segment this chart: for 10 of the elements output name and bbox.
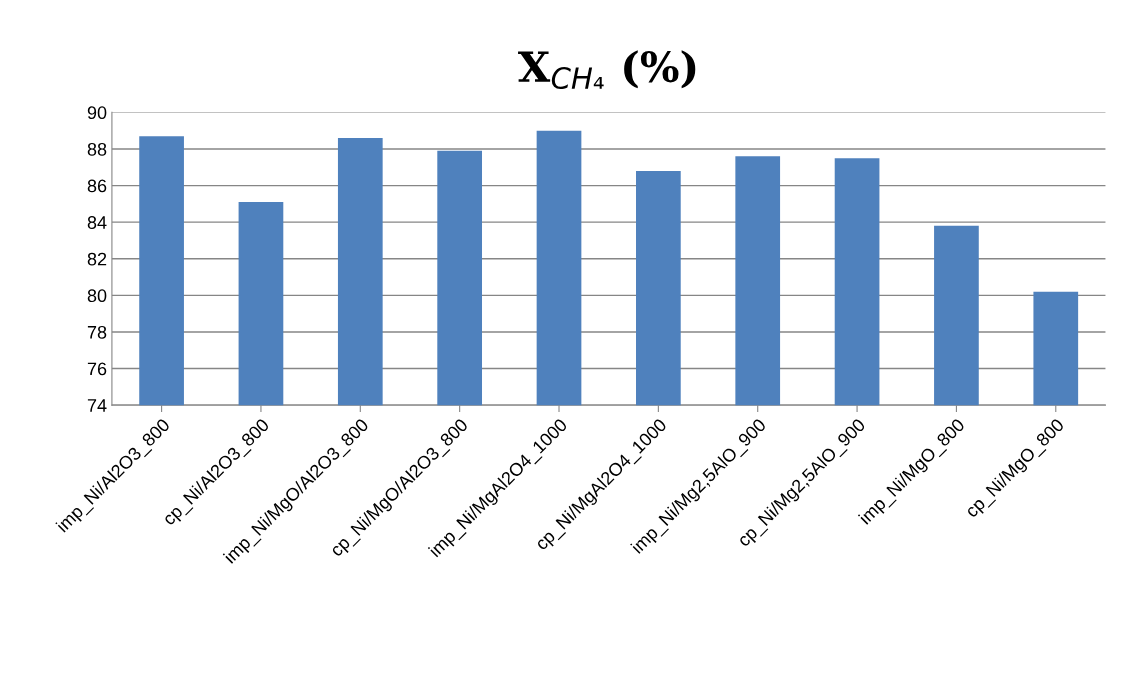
y-tick-label: 80: [87, 289, 107, 303]
chart-title: X$_{CH₄}$ (%): [518, 50, 696, 90]
y-tick-label: 90: [87, 106, 107, 120]
y-tick-label: 74: [87, 399, 107, 412]
y-tick-label: 88: [87, 142, 107, 156]
y-tick-label: 82: [87, 252, 107, 266]
y-tick-label: 76: [87, 362, 107, 376]
y-tick-label: 84: [87, 216, 107, 229]
y-tick-label: 86: [87, 179, 107, 193]
y-tick-label: 78: [87, 325, 107, 339]
